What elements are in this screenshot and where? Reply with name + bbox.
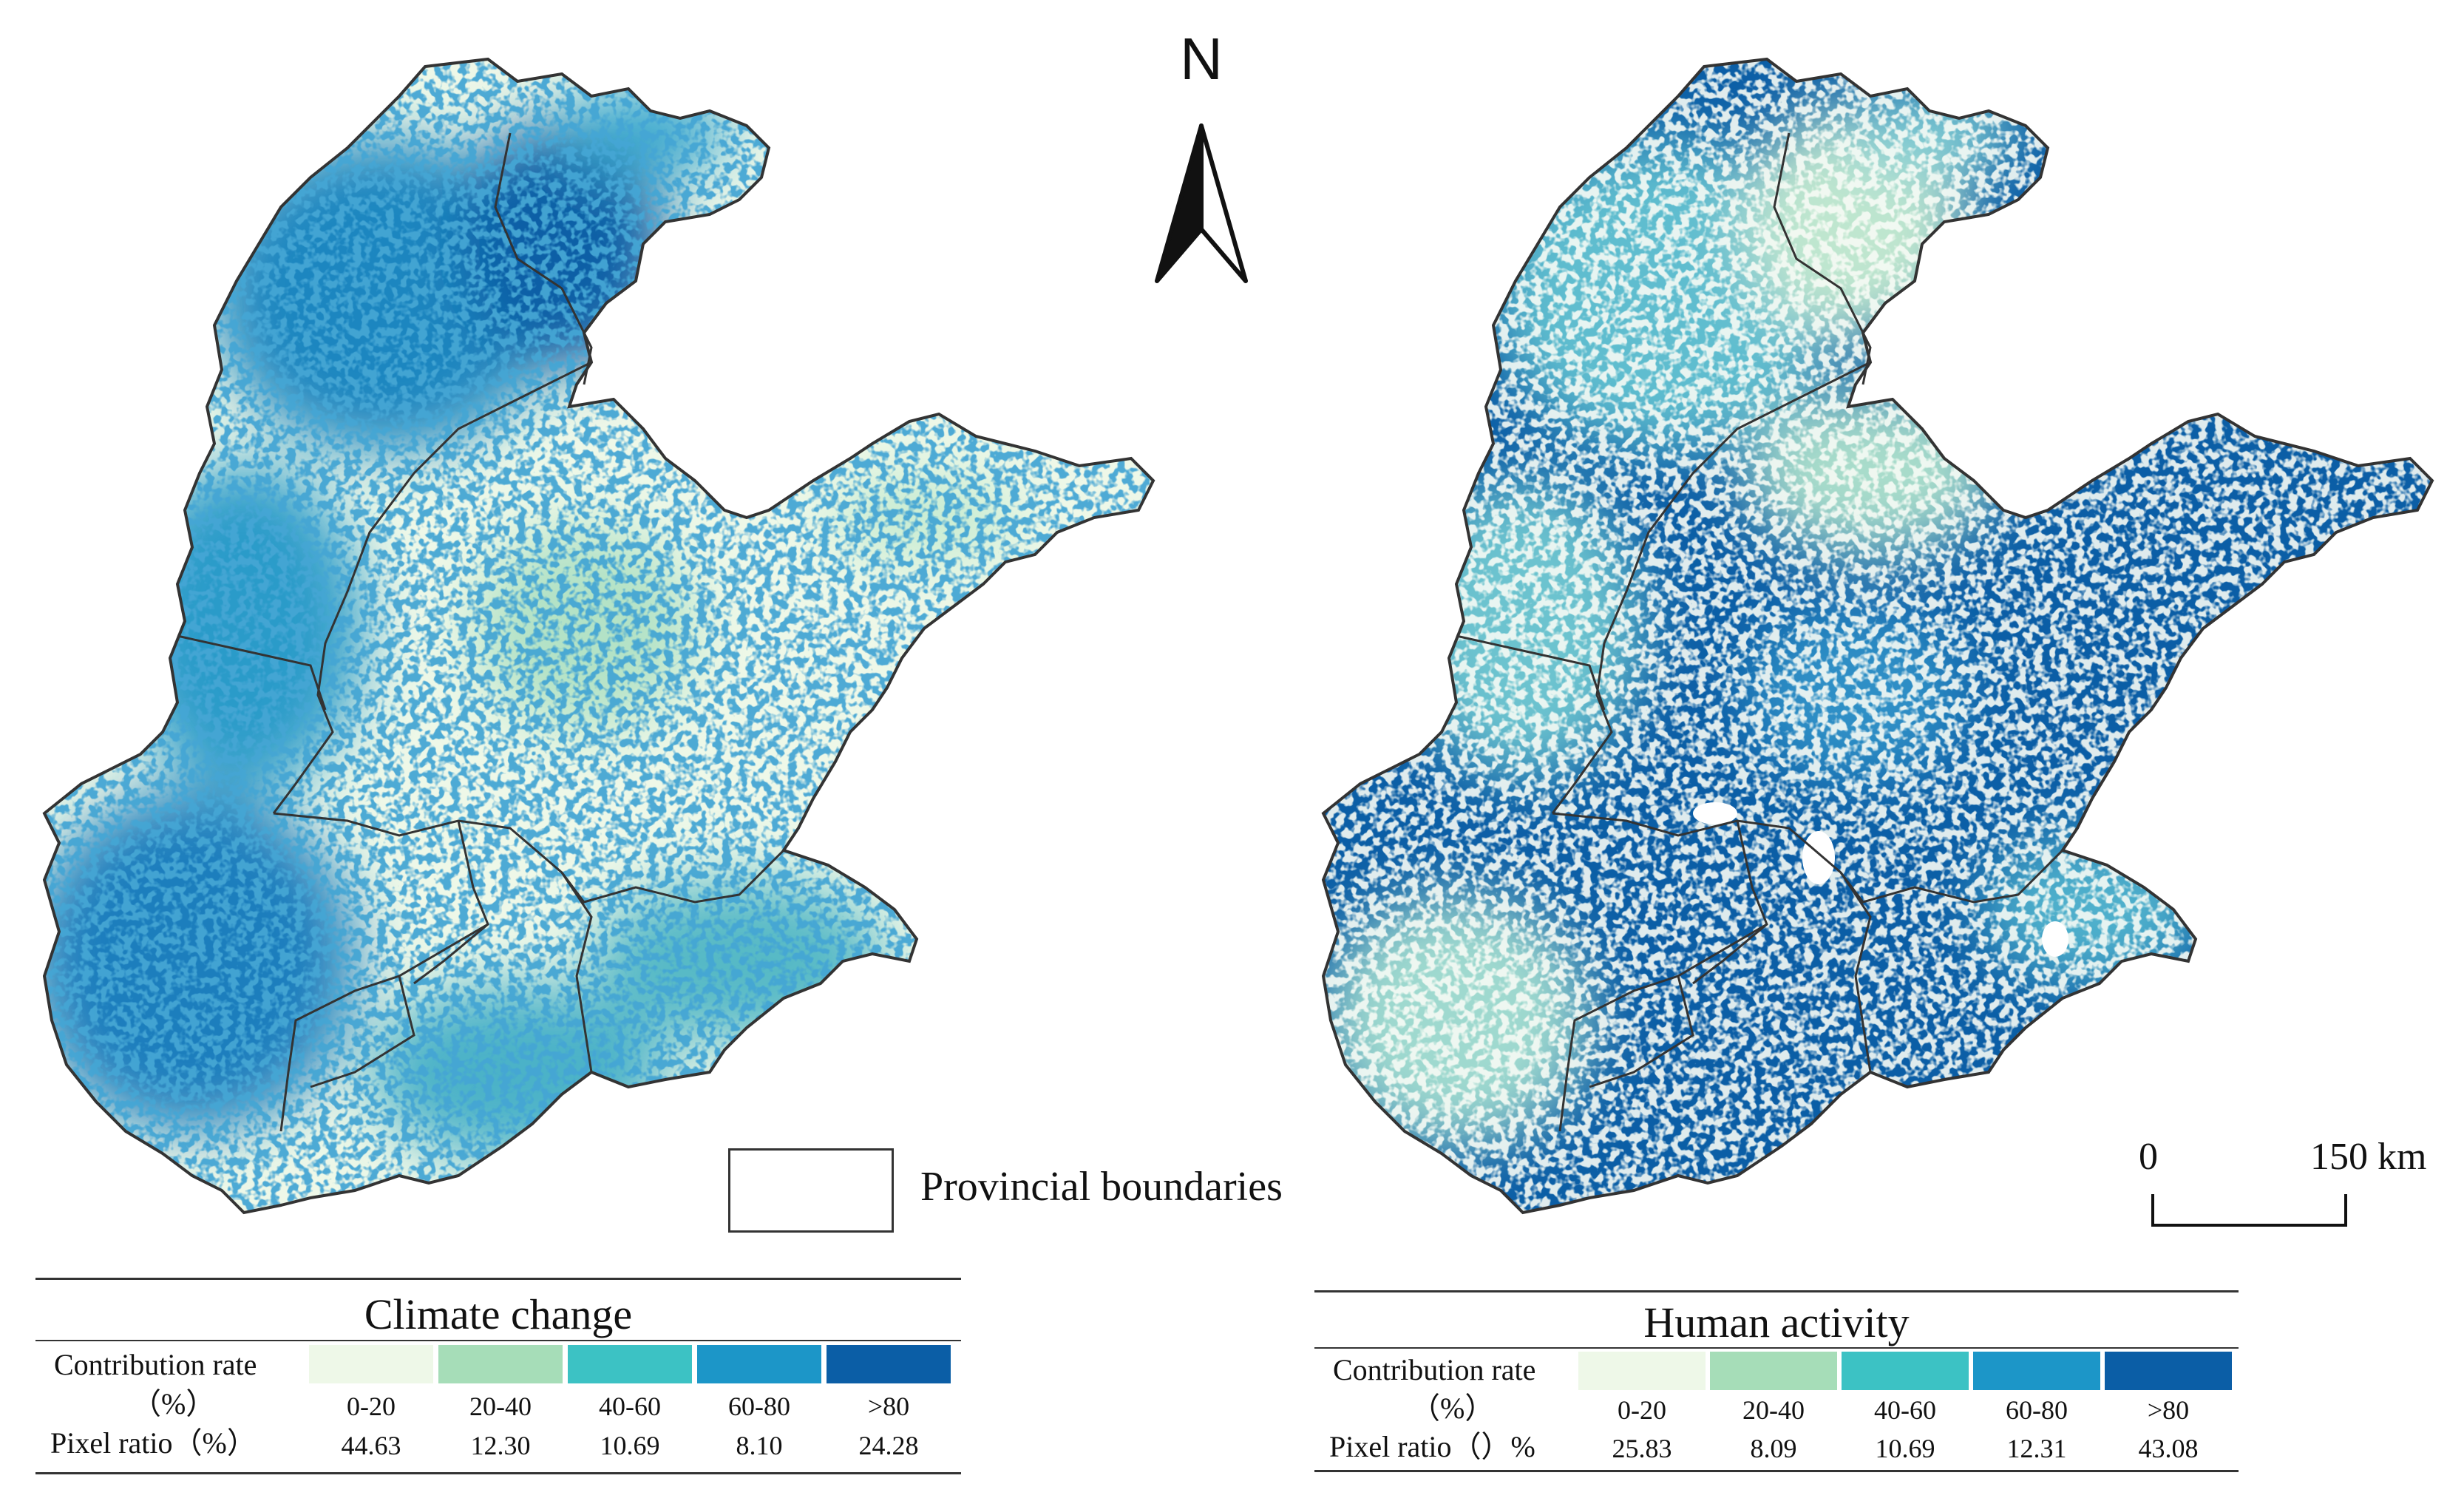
provincial-boundaries <box>177 132 785 1132</box>
table-divider <box>35 1340 961 1341</box>
human-activity-map <box>1321 57 2434 1215</box>
north-arrow-icon <box>1155 123 1248 283</box>
class-swatch <box>1973 1352 2100 1390</box>
category-label: 0-20 <box>347 1392 396 1421</box>
category-label: >80 <box>867 1392 910 1421</box>
class-swatch <box>2105 1352 2232 1390</box>
legend-label: Provincial boundaries <box>920 1164 1283 1210</box>
north-label: N <box>1180 26 1223 92</box>
class-swatch <box>438 1345 563 1383</box>
category-label: 60-80 <box>2006 1395 2068 1425</box>
class-swatch <box>1842 1352 1969 1390</box>
scale-start-label: 0 <box>2139 1136 2158 1178</box>
table-title: Human activity <box>1643 1298 1910 1346</box>
class-swatch <box>1578 1352 1706 1390</box>
row-label-contribution: Contribution rate <box>54 1348 257 1381</box>
category-label: 40-60 <box>1874 1395 1936 1425</box>
provincial-boundaries <box>1456 132 2064 1132</box>
class-swatch <box>568 1345 692 1383</box>
class-swatch <box>1710 1352 1837 1390</box>
north-arrow: N <box>1150 26 1253 283</box>
pixel-ratio-value: 43.08 <box>2138 1434 2199 1463</box>
scale-end-label: 150 km <box>2310 1136 2427 1178</box>
outer-boundary <box>1321 57 2434 1215</box>
category-label: 40-60 <box>599 1392 661 1421</box>
row-label-percent: （%） <box>132 1387 216 1420</box>
pixel-ratio-value: 8.09 <box>1750 1434 1797 1463</box>
category-label: 20-40 <box>1742 1395 1805 1425</box>
climate-change-table: Climate change Contribution rate （%） Pix… <box>35 1278 961 1474</box>
table-title: Climate change <box>364 1290 633 1338</box>
category-label: 20-40 <box>469 1392 532 1421</box>
row-label-pixel: Pixel ratio（）% <box>1329 1430 1535 1463</box>
pixel-ratio-value: 24.28 <box>858 1431 919 1460</box>
category-label: >80 <box>2147 1395 2190 1425</box>
row-label-contribution: Contribution rate <box>1333 1353 1536 1386</box>
pixel-ratio-value: 12.31 <box>2006 1434 2067 1463</box>
pixel-ratio-value: 10.69 <box>1875 1434 1935 1463</box>
scale-bar <box>2151 1194 2347 1227</box>
human-activity-table: Human activity Contribution rate （%） Pix… <box>1314 1290 2239 1472</box>
category-label: 0-20 <box>1618 1395 1666 1425</box>
provincial-boundaries-swatch <box>728 1148 894 1233</box>
class-swatch <box>697 1345 821 1383</box>
climate-change-map <box>42 57 1155 1215</box>
pixel-ratio-value: 12.30 <box>470 1431 531 1460</box>
class-swatch <box>827 1345 951 1383</box>
table-divider <box>1314 1347 2239 1349</box>
pixel-ratio-value: 25.83 <box>1612 1434 1672 1463</box>
class-swatch <box>309 1345 433 1383</box>
category-label: 60-80 <box>728 1392 790 1421</box>
pixel-ratio-value: 44.63 <box>341 1431 401 1460</box>
row-label-pixel: Pixel ratio（%） <box>50 1426 257 1460</box>
pixel-ratio-value: 8.10 <box>736 1431 783 1460</box>
pixel-ratio-value: 10.69 <box>600 1431 660 1460</box>
row-label-percent: （%） <box>1411 1392 1495 1425</box>
outer-boundary <box>42 57 1155 1215</box>
